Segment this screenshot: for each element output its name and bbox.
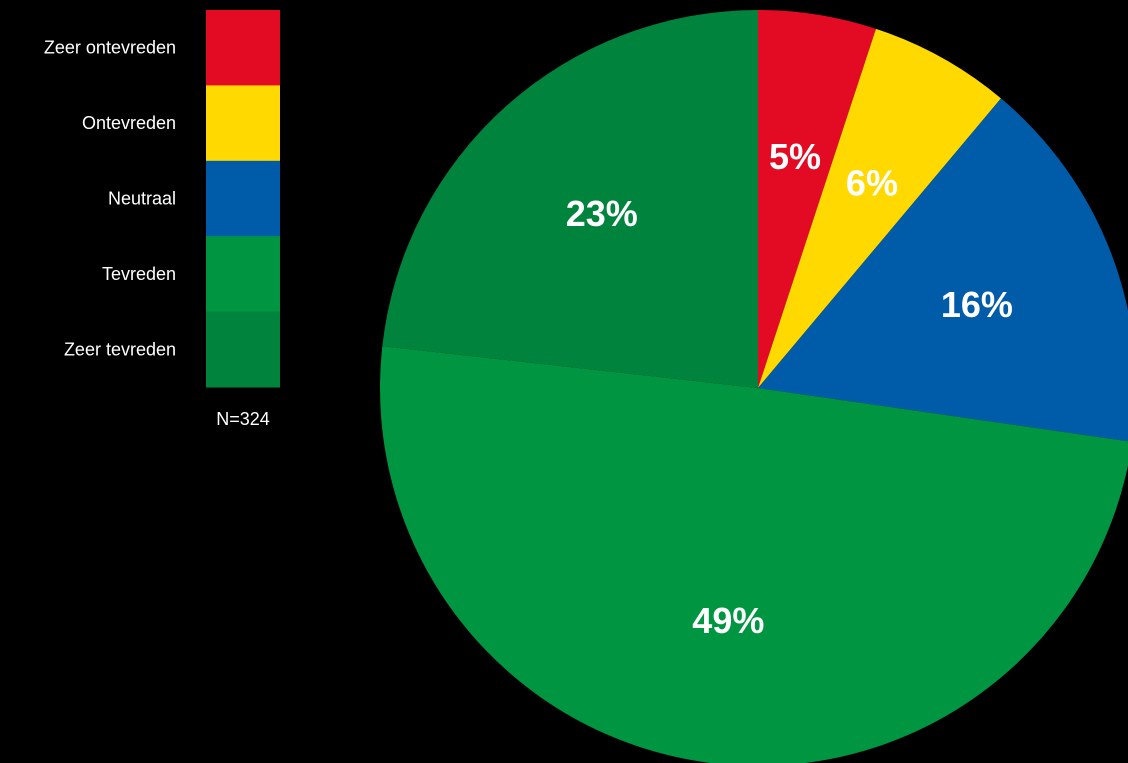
- slice-label-tevreden: 49%: [692, 600, 764, 641]
- pie-slice-zeer-ontevreden: [758, 10, 876, 388]
- sample-size-note: N=324: [216, 409, 270, 429]
- slice-label-ontevreden: 6%: [846, 163, 898, 204]
- pie-slice-neutraal: [758, 98, 1128, 442]
- pie-slice-labels: 5% 6% 16% 49% 23%: [566, 136, 1013, 641]
- legend-swatch-zeer-ontevreden: [206, 10, 280, 86]
- pie-slice-tevreden: [380, 346, 1128, 763]
- legend-label-zeer-ontevreden: Zeer ontevreden: [44, 38, 176, 58]
- legend-swatch-tevreden: [206, 236, 280, 313]
- legend-label-tevreden: Tevreden: [102, 264, 176, 284]
- legend-swatch-neutraal: [206, 160, 280, 237]
- pie-slice-ontevreden: [758, 28, 1001, 389]
- slice-label-zeer-ontevreden: 5%: [769, 136, 821, 177]
- pie-slices: [380, 9, 1128, 763]
- legend-label-neutraal: Neutraal: [108, 189, 176, 209]
- pie-slice-zeer-tevreden: [382, 9, 758, 389]
- legend-swatch-zeer-tevreden: [206, 311, 280, 388]
- legend-swatch-ontevreden: [206, 85, 280, 162]
- slice-label-neutraal: 16%: [941, 284, 1013, 325]
- legend: Zeer ontevreden Ontevreden Neutraal Tevrede…: [44, 10, 280, 388]
- slice-label-zeer-tevreden: 23%: [566, 193, 638, 234]
- legend-label-zeer-tevreden: Zeer tevreden: [64, 339, 176, 359]
- legend-label-ontevreden: Ontevreden: [82, 113, 176, 133]
